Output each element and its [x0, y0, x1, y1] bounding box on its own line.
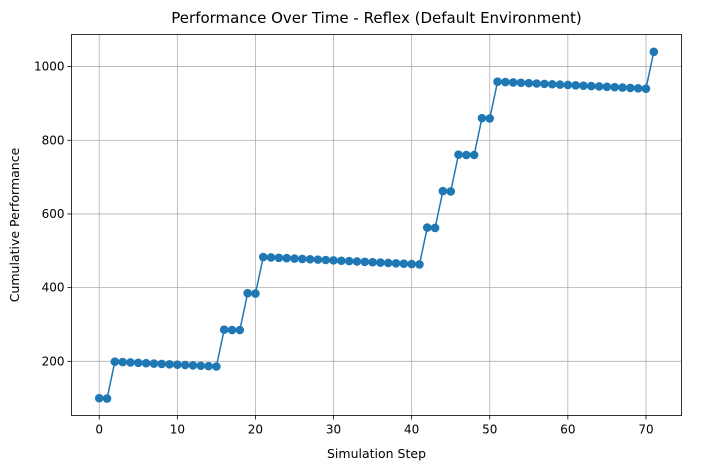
data-point — [540, 79, 549, 89]
data-point — [110, 357, 120, 367]
data-point — [212, 362, 221, 371]
data-point — [430, 223, 440, 233]
data-point — [251, 289, 260, 298]
data-point — [407, 259, 416, 269]
data-point — [329, 256, 338, 265]
data-point — [532, 79, 541, 88]
data-point — [383, 258, 393, 268]
data-point — [508, 78, 518, 87]
x-tick-label: 0 — [95, 423, 103, 437]
data-point — [618, 83, 627, 92]
data-point — [501, 77, 510, 87]
y-tick-label: 400 — [42, 281, 65, 295]
plot-frame — [71, 34, 682, 416]
data-point — [313, 255, 323, 264]
data-point — [586, 81, 596, 91]
data-point — [555, 80, 565, 89]
data-point — [571, 81, 580, 90]
data-point — [94, 393, 104, 403]
data-point — [243, 288, 252, 298]
x-tick-label: 10 — [170, 423, 185, 437]
series — [94, 47, 659, 403]
data-point — [180, 360, 190, 370]
data-point — [360, 257, 370, 267]
x-tick-label: 20 — [248, 423, 263, 437]
data-point — [126, 358, 135, 367]
data-point — [344, 256, 354, 266]
y-tick-label: 800 — [42, 133, 65, 147]
data-point — [446, 187, 455, 196]
data-point — [266, 253, 276, 262]
data-point — [290, 254, 299, 263]
x-axis-label: Simulation Step — [327, 446, 426, 461]
y-axis-label: Cumulative Performance — [7, 147, 22, 302]
chart-title: Performance Over Time - Reflex (Default … — [171, 9, 581, 27]
x-tick-label: 30 — [326, 423, 341, 437]
data-point — [337, 256, 346, 266]
data-point — [133, 358, 143, 368]
data-point — [368, 257, 377, 267]
data-point — [149, 359, 159, 368]
data-point — [399, 259, 409, 268]
data-point — [649, 47, 659, 57]
data-point — [547, 79, 557, 89]
data-point — [633, 83, 643, 93]
data-point — [610, 82, 620, 92]
data-point — [454, 150, 463, 159]
data-point — [165, 359, 174, 369]
data-point — [196, 361, 206, 371]
data-point — [462, 150, 471, 160]
data-point — [321, 255, 331, 265]
y-tick-label: 200 — [42, 354, 65, 368]
data-point — [391, 259, 401, 268]
data-point — [305, 254, 315, 264]
axis-ticks: 0 10 20 30 40 50 60 70 200 400 600 800 1000 — [34, 60, 654, 437]
data-point — [118, 357, 127, 367]
data-point — [422, 223, 432, 232]
data-point — [477, 113, 487, 123]
data-point — [173, 360, 182, 369]
data-point — [485, 114, 495, 123]
data-point — [493, 77, 502, 86]
data-point — [641, 84, 651, 93]
data-point — [352, 257, 362, 266]
data-point — [102, 394, 112, 403]
y-tick-label: 1000 — [34, 60, 65, 74]
data-point — [516, 78, 526, 88]
data-point — [579, 81, 588, 91]
data-point — [204, 361, 213, 371]
data-point — [141, 358, 151, 368]
data-point — [188, 361, 198, 370]
x-tick-label: 40 — [404, 423, 419, 437]
data-point — [274, 253, 284, 263]
data-point — [258, 252, 268, 262]
data-point — [298, 254, 307, 264]
data-point — [235, 325, 245, 335]
x-tick-label: 50 — [482, 423, 497, 437]
data-point — [524, 78, 534, 88]
data-point — [438, 186, 448, 196]
data-point — [626, 83, 635, 93]
data-point — [415, 260, 424, 269]
data-point — [157, 359, 167, 369]
y-tick-label: 600 — [42, 207, 65, 221]
data-point — [227, 325, 237, 335]
data-point — [469, 150, 479, 160]
data-point — [219, 325, 229, 334]
data-point — [602, 82, 612, 92]
x-tick-label: 60 — [560, 423, 575, 437]
x-tick-label: 70 — [638, 423, 653, 437]
grid — [71, 34, 682, 416]
data-point — [563, 80, 573, 90]
data-point — [594, 82, 604, 91]
data-point — [282, 253, 291, 263]
data-point — [376, 258, 385, 267]
